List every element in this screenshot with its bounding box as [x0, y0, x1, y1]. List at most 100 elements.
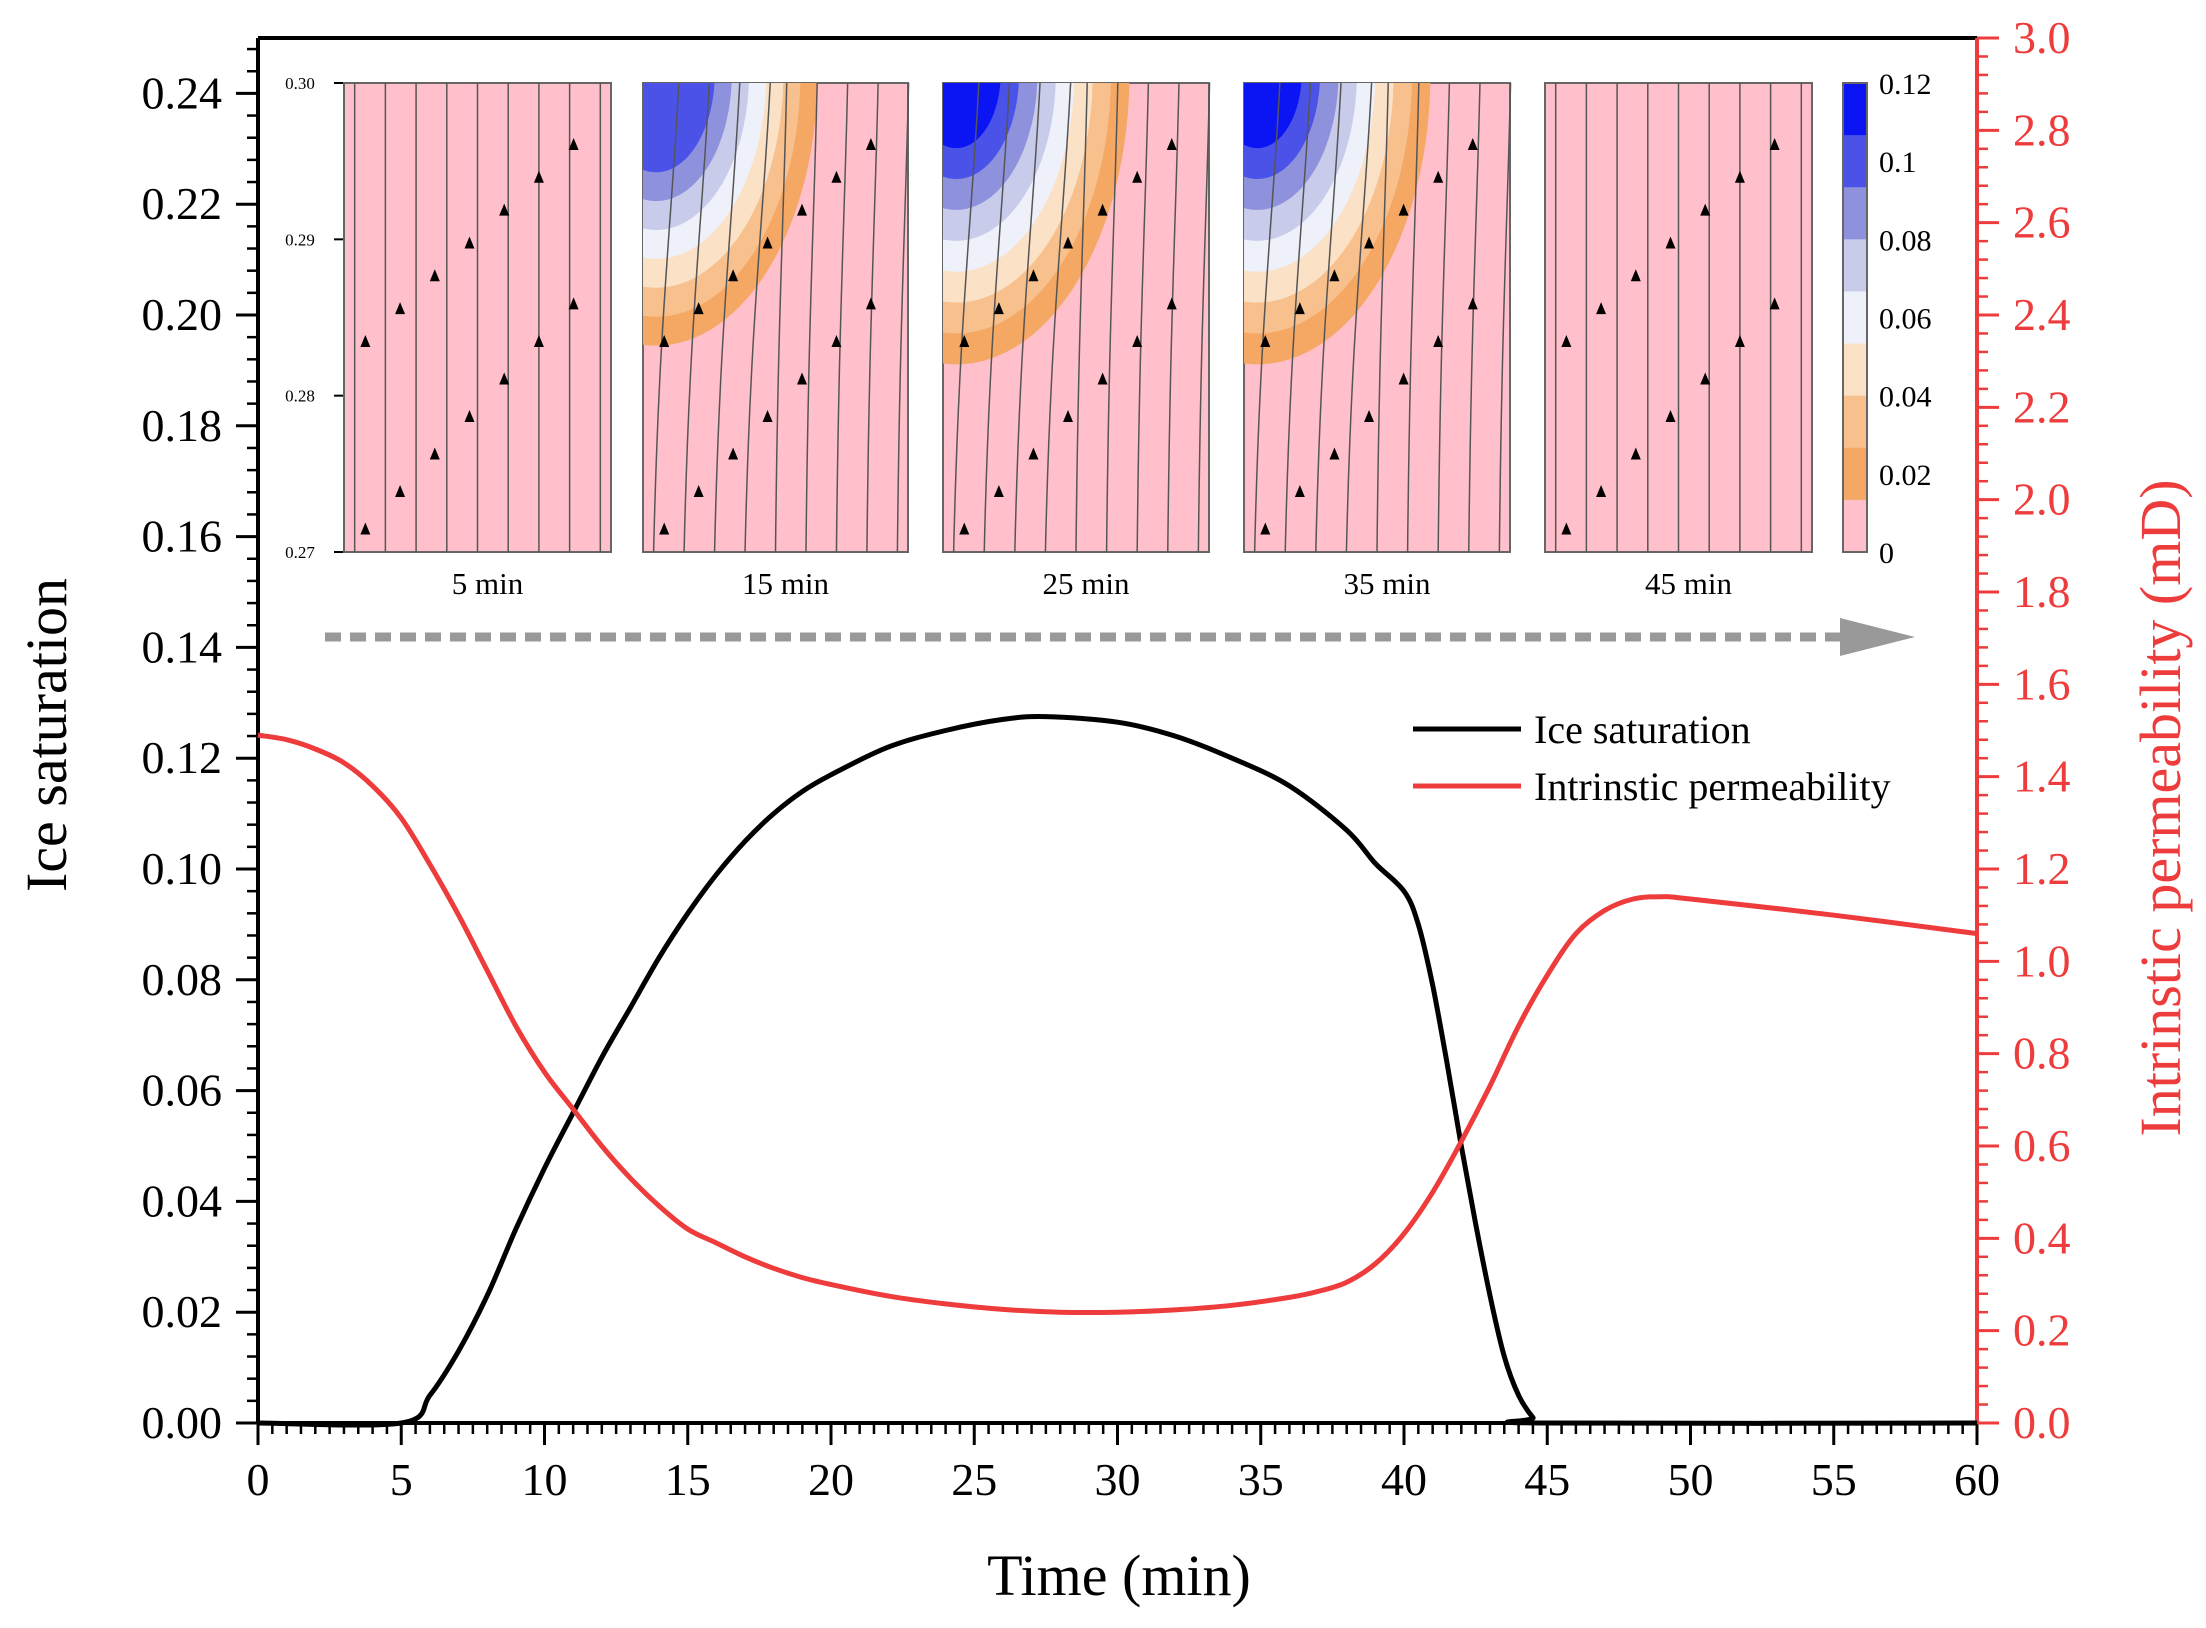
inset-flow-arrow	[1734, 334, 1745, 347]
inset-streamline	[1136, 82, 1150, 553]
colorbar-segment	[1843, 343, 1867, 397]
time-progression-arrowhead	[1840, 618, 1915, 656]
inset-streamline	[805, 82, 818, 553]
inset-flow-arrow	[1467, 137, 1478, 150]
inset-flow-arrow	[1166, 297, 1177, 310]
inset-flow-arrow	[533, 170, 544, 183]
inset-streamline	[683, 82, 711, 553]
x-tick-label: 60	[1954, 1454, 2000, 1505]
y-left-tick-label: 0.08	[142, 954, 223, 1005]
x-tick-label: 30	[1095, 1454, 1141, 1505]
inset-flow-arrow	[1364, 236, 1375, 249]
inset-flow-arrow	[568, 137, 579, 150]
inset-flow-arrow	[360, 334, 371, 347]
inset-flow-arrow	[1561, 334, 1572, 347]
inset-flow-arrow	[728, 269, 739, 282]
inset-streamline	[1498, 82, 1512, 553]
inset-streamline	[866, 82, 879, 553]
x-tick-label: 20	[808, 1454, 854, 1505]
inset-panel	[942, 82, 1211, 553]
colorbar-label: 0.08	[1879, 224, 1932, 257]
y-right-tick-label: 2.4	[2013, 289, 2071, 340]
inset-flow-arrow	[464, 409, 475, 422]
y-right-tick-label: 2.6	[2013, 197, 2071, 248]
colorbar-segment	[1843, 395, 1867, 449]
inset-flow-arrow	[1467, 297, 1478, 310]
inset-flow-arrow	[993, 302, 1004, 315]
y-right-tick-label: 0.8	[2013, 1028, 2071, 1079]
y-left-tick-label: 0.10	[142, 843, 223, 894]
y-left-tick-label: 0.02	[142, 1286, 223, 1337]
inset-flow-arrow	[429, 447, 440, 460]
y-right-tick-label: 2.2	[2013, 381, 2071, 432]
colorbar-segment	[1843, 83, 1867, 136]
inset-panels: 0.30 0.29 0.28 0.27 5 min 15 min 25 min 35 min 4…	[285, 68, 1932, 656]
inset-flow-arrow	[499, 372, 510, 385]
colorbar-segment	[1843, 135, 1867, 188]
y-right-tick-label: 0.2	[2013, 1305, 2071, 1356]
inset-flow-arrow	[1097, 203, 1108, 216]
inset-y-tick-label: 0.27	[285, 543, 315, 562]
y-right-tick-label: 1.6	[2013, 658, 2071, 709]
colorbar-label: 0	[1879, 537, 1894, 570]
inset-streamline	[1253, 82, 1281, 553]
y-right-tick-label: 2.0	[2013, 474, 2071, 525]
inset-flow-arrow	[429, 269, 440, 282]
inset-flow-arrow	[959, 334, 970, 347]
inset-panel-label: 45 min	[1645, 566, 1732, 601]
inset-streamline	[1345, 82, 1373, 553]
colorbar-label: 0.1	[1879, 146, 1917, 179]
y-axis-left: 0.00 0.02 0.04 0.06 0.08 0.10 0.12 0.14 0.16 0.18…	[142, 47, 258, 1448]
x-tick-label: 0	[247, 1454, 270, 1505]
inset-streamline	[1075, 82, 1088, 553]
inset-flow-arrow	[1028, 447, 1039, 460]
inset-flow-arrow	[1097, 372, 1108, 385]
inset-contour-band	[943, 83, 1001, 149]
y-left-tick-label: 0.16	[142, 511, 223, 562]
inset-flow-arrow	[1665, 236, 1676, 249]
y-left-tick-label: 0.18	[142, 400, 223, 451]
y-right-tick-label: 0.6	[2013, 1120, 2071, 1171]
inset-flow-arrow	[1630, 447, 1641, 460]
inset-flow-arrow	[1166, 137, 1177, 150]
inset-flow-arrow	[395, 485, 406, 498]
inset-contour-band	[643, 83, 715, 173]
y-axis-left-label: Ice saturation	[14, 578, 79, 892]
inset-flow-arrow	[1294, 302, 1305, 315]
inset-panel	[343, 82, 612, 553]
inset-streamline	[1167, 82, 1180, 553]
inset-panel-label: 15 min	[742, 566, 829, 601]
colorbar-label: 0.12	[1879, 68, 1932, 101]
inset-flow-arrow	[1769, 137, 1780, 150]
inset-flow-arrow	[1398, 203, 1409, 216]
inset-flow-arrow	[693, 485, 704, 498]
inset-flow-arrow	[797, 372, 807, 385]
inset-flow-arrow	[728, 447, 739, 460]
y-right-tick-label: 2.8	[2013, 104, 2071, 155]
x-tick-label: 40	[1381, 1454, 1427, 1505]
inset-flow-arrow	[1063, 409, 1074, 422]
inset-flow-arrow	[1433, 170, 1444, 183]
inset-panel-label: 35 min	[1344, 566, 1431, 601]
inset-flow-arrow	[959, 522, 970, 535]
colorbar-segment	[1843, 447, 1867, 501]
y-left-tick-label: 0.12	[142, 732, 223, 783]
inset-flow-arrow	[1596, 302, 1607, 315]
inset-streamline	[1284, 82, 1312, 553]
colorbar-label: 0.02	[1879, 459, 1932, 492]
inset-flow-arrow	[360, 522, 371, 535]
colorbar-frame	[1842, 82, 1868, 553]
inset-y-tick-label: 0.30	[285, 74, 315, 93]
inset-streamline	[652, 82, 680, 553]
inset-flow-arrow	[1630, 269, 1641, 282]
inset-flow-arrow	[1260, 334, 1271, 347]
inset-flow-arrow	[865, 297, 876, 310]
y-right-tick-label: 1.0	[2013, 935, 2071, 986]
inset-flow-arrow	[1364, 409, 1375, 422]
colorbar-segment	[1843, 187, 1867, 240]
inset-flow-arrow	[1561, 522, 1572, 535]
inset-flow-arrow	[659, 522, 670, 535]
y-right-tick-label: 0.0	[2013, 1397, 2071, 1448]
x-tick-label: 45	[1524, 1454, 1570, 1505]
inset-flow-arrow	[464, 236, 475, 249]
